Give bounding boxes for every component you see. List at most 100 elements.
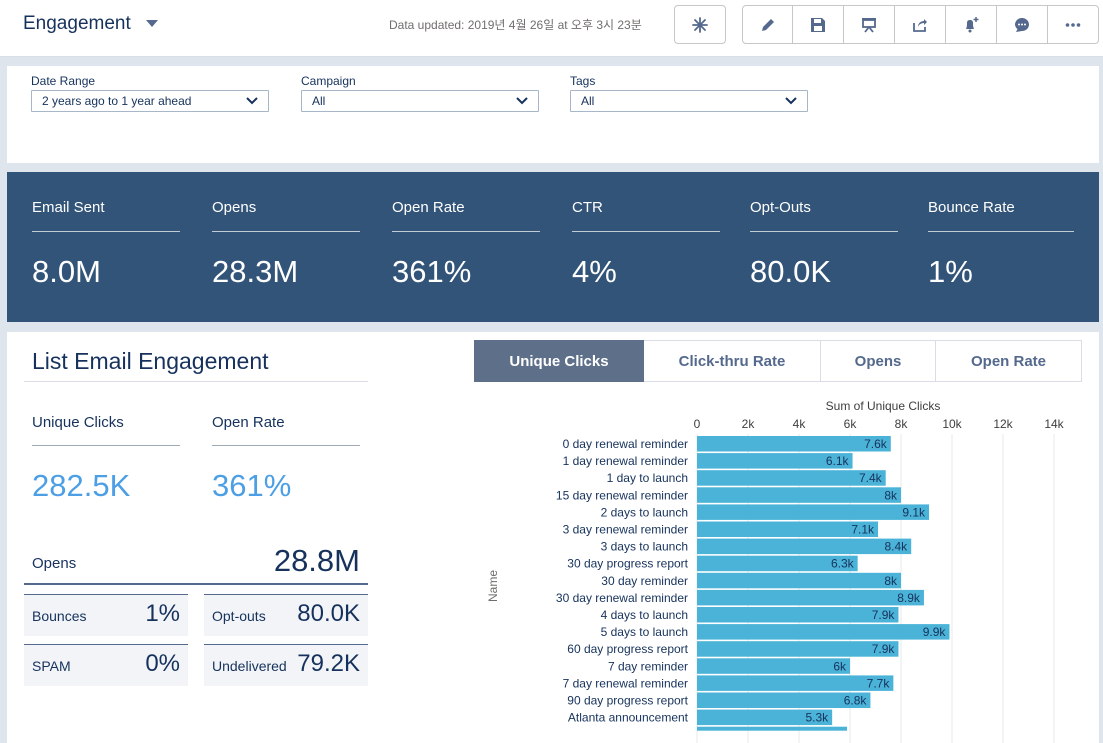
panel-title: List Email Engagement: [32, 348, 269, 374]
unique-clicks-bar-chart: Sum of Unique Clicks 0 2k 4k 6k 8k 10k 12k 14k Na…: [486, 399, 1065, 743]
comment-button[interactable]: [997, 5, 1048, 44]
dashboard-title: Engagement: [23, 13, 131, 34]
bar-partial: [697, 726, 847, 731]
opens-label: Opens: [32, 555, 77, 572]
filter-label: Campaign: [301, 74, 356, 88]
tags-select[interactable]: All: [570, 90, 808, 112]
bar: [697, 692, 871, 708]
kpi-email-sent: Email Sent 8.0M: [32, 199, 180, 290]
opt-outs-box: Opt-outs 80.0K: [204, 594, 368, 636]
box-label: Undelivered: [212, 658, 287, 674]
kpi-opens: Opens 28.3M: [212, 199, 360, 290]
bar-value-label: 7.6k: [864, 437, 888, 451]
refresh-button[interactable]: [674, 5, 726, 44]
list-engagement-panel: List Email Engagement Unique Clicks 282.…: [7, 332, 1099, 743]
date-range-filter: Date Range 2 years ago to 1 year ahead: [31, 74, 269, 112]
kpi-open-rate: Open Rate 361%: [392, 199, 540, 290]
more-actions-button[interactable]: [1048, 5, 1099, 44]
box-label: SPAM: [32, 658, 71, 674]
tab-click-thru-rate[interactable]: Click-thru Rate: [644, 340, 821, 382]
save-button[interactable]: [793, 5, 844, 44]
kpi-value: 8.0M: [32, 254, 101, 289]
category-label: 7 day reminder: [608, 659, 688, 673]
opens-value: 28.8M: [273, 543, 360, 578]
bar-value-label: 6.1k: [826, 454, 850, 468]
bar-value-label: 8k: [884, 488, 898, 502]
chevron-down-icon: [246, 97, 258, 105]
bar: [697, 555, 858, 572]
category-label: 60 day progress report: [567, 642, 688, 656]
category-label: 90 day progress report: [567, 694, 688, 708]
filter-value: All: [312, 94, 326, 108]
presentation-icon: [862, 17, 876, 33]
filter-panel: Date Range 2 years ago to 1 year ahead C…: [7, 66, 1099, 163]
chat-icon: [1015, 17, 1029, 32]
undelivered-box: Undelivered 79.2K: [204, 644, 368, 686]
box-value: 79.2K: [297, 650, 360, 677]
kpi-value: 4%: [572, 254, 617, 289]
category-label: 1 day renewal reminder: [563, 454, 688, 468]
chevron-down-icon: [516, 97, 528, 105]
bar: [697, 658, 850, 674]
category-label: 30 day reminder: [601, 574, 688, 588]
x-tick-label: 8k: [895, 417, 909, 431]
kpi-bounce-rate: Bounce Rate 1%: [928, 199, 1074, 290]
category-label: 3 day renewal reminder: [563, 523, 688, 537]
kpi-label: Bounce Rate: [928, 199, 1074, 232]
y-axis-label: Name: [486, 570, 500, 602]
category-label: 30 day progress report: [567, 557, 688, 571]
category-label: 1 day to launch: [607, 471, 688, 485]
opens-row: Opens 28.8M: [24, 543, 368, 585]
campaign-filter: Campaign All: [301, 74, 539, 112]
bar: [697, 487, 901, 503]
bar-value-label: 6.3k: [831, 557, 855, 571]
tab-open-rate[interactable]: Open Rate: [936, 340, 1082, 382]
metric-label: Unique Clicks: [32, 414, 180, 446]
bar: [697, 589, 924, 606]
header-bar: Engagement Data updated: 2019년 4월 26일 at…: [0, 0, 1103, 57]
kpi-label: Open Rate: [392, 199, 540, 232]
tab-opens[interactable]: Opens: [821, 340, 936, 382]
edit-button[interactable]: [742, 5, 793, 44]
bar: [697, 453, 853, 469]
x-tick-label: 14k: [1044, 417, 1064, 431]
title-dropdown-icon[interactable]: [146, 20, 158, 27]
refresh-icon: [692, 16, 708, 33]
metric-value: 282.5K: [32, 468, 131, 503]
more-icon: [1065, 22, 1081, 27]
bar: [697, 641, 899, 657]
bar: [697, 572, 901, 589]
metric-value: 361%: [212, 468, 292, 503]
x-tick-label: 12k: [993, 417, 1013, 431]
kpi-opt-outs: Opt-Outs 80.0K: [750, 199, 898, 290]
data-updated-text: Data updated: 2019년 4월 26일 at 오후 3시 23분: [389, 18, 642, 32]
subscribe-button[interactable]: [946, 5, 997, 44]
kpi-label: Opens: [212, 199, 360, 232]
filter-value: All: [581, 94, 595, 108]
toolbar-button-group: [742, 5, 1099, 44]
bar-value-label: 9.9k: [923, 625, 947, 639]
bar: [697, 436, 891, 452]
share-icon: [913, 18, 927, 32]
date-range-select[interactable]: 2 years ago to 1 year ahead: [31, 90, 269, 112]
bar-value-label: 7.9k: [872, 608, 896, 622]
campaign-select[interactable]: All: [301, 90, 539, 112]
spam-box: SPAM 0%: [24, 644, 188, 686]
bar-value-label: 5.3k: [805, 711, 829, 725]
filter-label: Tags: [570, 74, 596, 88]
kpi-value: 28.3M: [212, 254, 299, 289]
bell-plus-icon: [966, 16, 979, 32]
bar-value-label: 7.9k: [872, 642, 896, 656]
share-button[interactable]: [895, 5, 946, 44]
box-value: 0%: [145, 650, 180, 677]
present-button[interactable]: [844, 5, 895, 44]
metric-unique-clicks: Unique Clicks 282.5K: [32, 414, 180, 504]
bar: [697, 607, 899, 623]
tab-unique-clicks[interactable]: Unique Clicks: [474, 340, 644, 382]
bar: [697, 675, 894, 691]
x-tick-label: 6k: [844, 417, 858, 431]
bar: [697, 521, 879, 537]
category-label: 30 day renewal reminder: [556, 591, 688, 605]
pencil-icon: [761, 18, 774, 31]
category-label: 15 day renewal reminder: [556, 488, 688, 502]
